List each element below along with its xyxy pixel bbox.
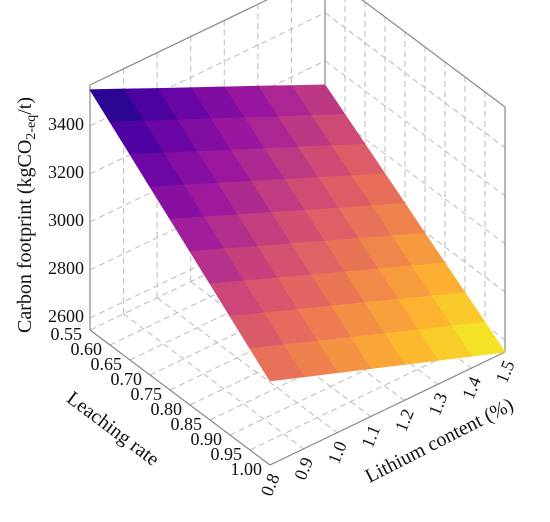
surface-patch [249, 344, 305, 382]
z-tick-label: 3000 [48, 210, 84, 230]
x-tick-label: 1.3 [424, 390, 451, 418]
z-tick-label: 2600 [48, 306, 84, 326]
y-tick-label: 0.90 [191, 429, 223, 449]
grid-line [249, 336, 486, 451]
grid-line [229, 321, 466, 436]
y-tick-label: 0.55 [51, 324, 83, 344]
x-tick-label: 1.1 [357, 422, 384, 450]
z-tick-label: 3400 [48, 114, 84, 134]
x-tick-label: 1.0 [324, 438, 351, 466]
y-tick-label: 0.65 [91, 354, 123, 374]
grid-line [324, 108, 506, 245]
grid-line [156, 297, 338, 434]
z-label-sub: 2-eq [24, 115, 39, 140]
y-tick-label: 0.70 [111, 369, 143, 389]
y-tick-label: 0.60 [71, 339, 103, 359]
z-label-end: /t) [14, 97, 36, 115]
y-tick-label: 0.75 [131, 384, 163, 404]
y-tick-label: 0.80 [151, 399, 183, 419]
z-tick-label: 2800 [48, 258, 84, 278]
x-tick-label: 1.5 [492, 358, 519, 386]
x-tick-label: 1.4 [458, 374, 485, 402]
box-edge [269, 351, 506, 466]
box-edge [361, 0, 506, 108]
grid-line [324, 12, 506, 149]
grid-line [123, 313, 304, 450]
x-tick-label: 0.9 [290, 454, 317, 482]
y-tick-label: 0.85 [171, 414, 203, 434]
grid-line [324, 60, 506, 197]
box-edge [89, 329, 271, 466]
z-label-main: Carbon footprint (kgCO [14, 140, 36, 333]
x-tick-label: 1.2 [391, 406, 418, 434]
y-tick-label: 1.00 [231, 459, 263, 479]
z-tick-label: 3200 [48, 162, 84, 182]
box-edge [89, 0, 269, 86]
z-axis-label: Carbon footprint (kgCO2-eq/t) [14, 97, 40, 333]
y-tick-label: 0.95 [211, 444, 243, 464]
